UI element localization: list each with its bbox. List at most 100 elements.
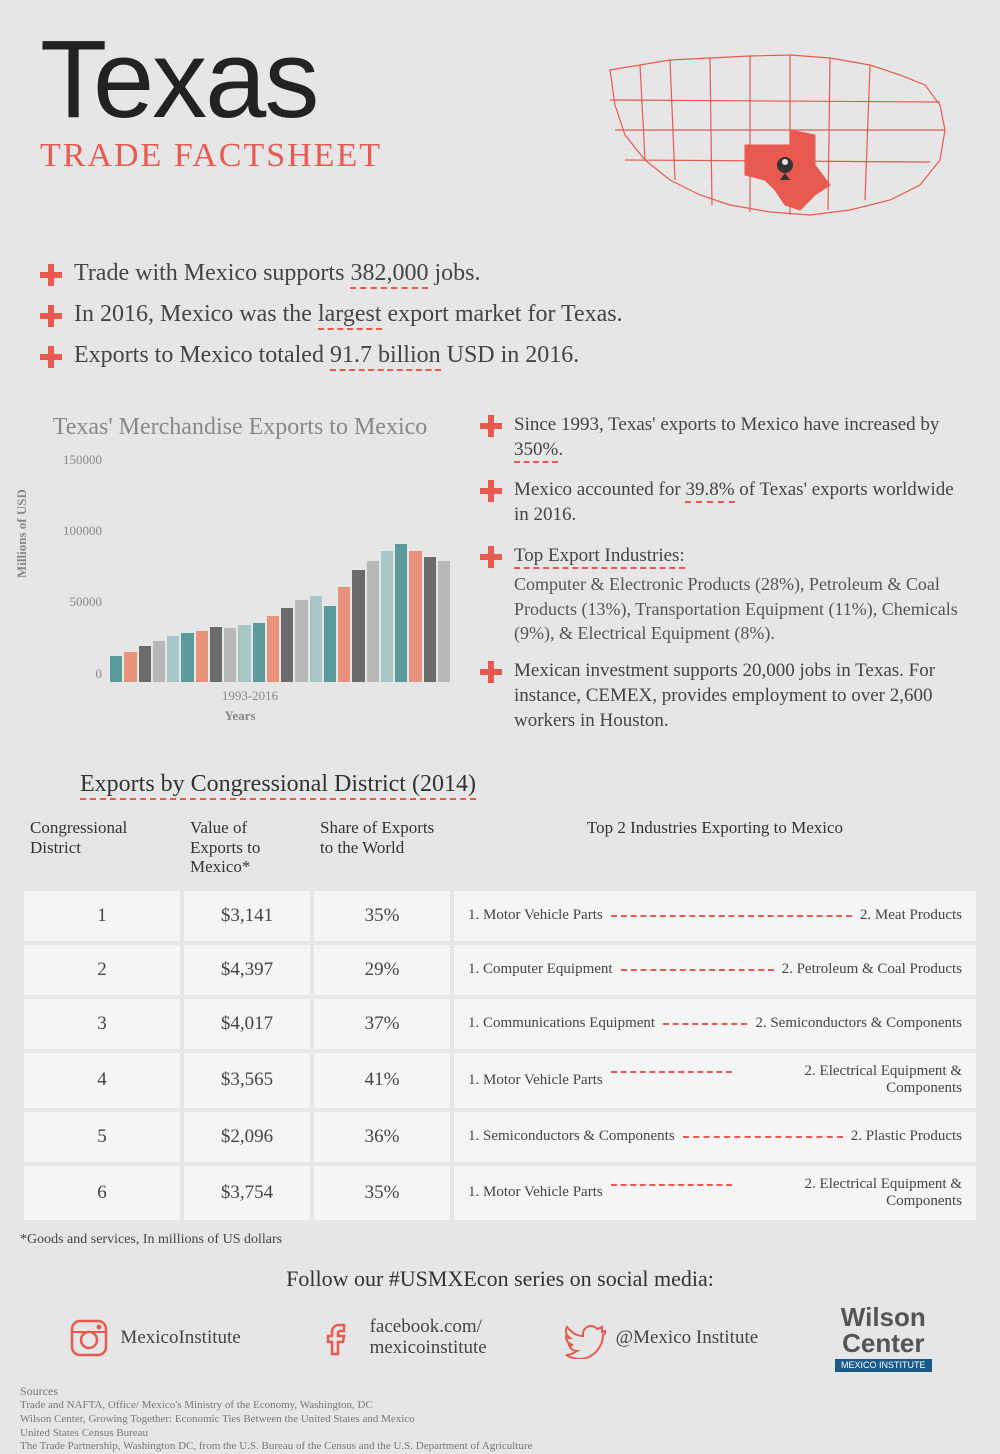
- district-cell: 1: [22, 889, 182, 943]
- fact-body: Computer & Electronic Products (28%), Pe…: [514, 572, 960, 645]
- bar: [238, 625, 250, 681]
- share-cell: 36%: [312, 1110, 452, 1164]
- bar: [181, 633, 193, 682]
- fact-header: Top Export Industries:: [514, 544, 685, 569]
- share-cell: 41%: [312, 1051, 452, 1110]
- fact-text: Trade with Mexico supports 382,000 jobs.: [74, 260, 480, 287]
- bar: [310, 596, 322, 681]
- bar: [424, 557, 436, 682]
- share-cell: 37%: [312, 997, 452, 1051]
- industries-cell: 1. Motor Vehicle Parts 2. Electrical Equ…: [452, 1164, 978, 1223]
- bar: [124, 652, 136, 682]
- value-cell: $3,565: [182, 1051, 312, 1110]
- share-cell: 35%: [312, 889, 452, 943]
- y-axis-label: Millions of USD: [14, 489, 30, 578]
- twitter-link[interactable]: @Mexico Institute: [564, 1317, 759, 1359]
- y-tick: 0: [52, 666, 102, 682]
- bar: [438, 561, 450, 682]
- bar: [110, 656, 122, 682]
- district-cell: 5: [22, 1110, 182, 1164]
- fact-row: Mexico accounted for 39.8% of Texas' exp…: [480, 478, 960, 527]
- bar: [267, 616, 279, 682]
- bar: [210, 627, 222, 682]
- fact-text: Exports to Mexico totaled 91.7 billion U…: [74, 342, 579, 369]
- source-line: United States Census Bureau: [20, 1427, 980, 1441]
- industries-cell: 1. Computer Equipment 2. Petroleum & Coa…: [452, 943, 978, 997]
- facebook-link[interactable]: facebook.com/ mexicoinstitute: [318, 1317, 487, 1359]
- plus-icon: [40, 305, 62, 327]
- value-cell: $4,017: [182, 997, 312, 1051]
- bar: [367, 561, 379, 682]
- share-cell: 29%: [312, 943, 452, 997]
- bar-chart: Texas' Merchandise Exports to Mexico Mil…: [20, 413, 460, 749]
- share-cell: 35%: [312, 1164, 452, 1223]
- bar: [324, 606, 336, 682]
- plus-icon: [480, 415, 502, 437]
- fact-text: Mexican investment supports 20,000 jobs …: [514, 659, 960, 733]
- social-row: MexicoInstitute facebook.com/ mexicoinst…: [0, 1304, 1000, 1372]
- bar: [153, 641, 165, 682]
- chart-title: Texas' Merchandise Exports to Mexico: [20, 413, 460, 442]
- fact-text: In 2016, Mexico was the largest export m…: [74, 301, 623, 328]
- source-line: Trade and NAFTA, Office/ Mexico's Minist…: [20, 1399, 980, 1413]
- plus-icon: [40, 264, 62, 286]
- table-header: Congressional District: [22, 808, 182, 889]
- main-title: Texas: [40, 30, 382, 129]
- bars-container: [110, 472, 450, 682]
- bar: [352, 570, 364, 682]
- instagram-handle: MexicoInstitute: [120, 1327, 240, 1349]
- bar: [224, 628, 236, 682]
- fact-row: In 2016, Mexico was the largest export m…: [40, 301, 960, 328]
- bar: [338, 587, 350, 682]
- instagram-link[interactable]: MexicoInstitute: [68, 1317, 240, 1359]
- table-row: 6 $3,754 35% 1. Motor Vehicle Parts 2. E…: [22, 1164, 978, 1223]
- table-row: 4 $3,565 41% 1. Motor Vehicle Parts 2. E…: [22, 1051, 978, 1110]
- title-block: Texas TRADE FACTSHEET: [40, 30, 382, 240]
- industries-cell: 1. Communications Equipment 2. Semicondu…: [452, 997, 978, 1051]
- table-title: Exports by Congressional District (2014): [80, 771, 476, 800]
- table-header: Value of Exports to Mexico*: [182, 808, 312, 889]
- bar: [139, 646, 151, 681]
- y-tick: 100000: [52, 523, 102, 539]
- industries-cell: 1. Motor Vehicle Parts 2. Meat Products: [452, 889, 978, 943]
- social-title: Follow our #USMXEcon series on social me…: [0, 1266, 1000, 1292]
- facebook-handle: facebook.com/ mexicoinstitute: [370, 1317, 487, 1359]
- bar: [409, 551, 421, 682]
- bar: [295, 600, 307, 681]
- plus-icon: [480, 546, 502, 568]
- fact-text: Since 1993, Texas' exports to Mexico hav…: [514, 413, 960, 462]
- table-row: 2 $4,397 29% 1. Computer Equipment 2. Pe…: [22, 943, 978, 997]
- bar: [196, 631, 208, 682]
- right-facts: Since 1993, Texas' exports to Mexico hav…: [480, 413, 960, 749]
- y-tick: 50000: [52, 594, 102, 610]
- fact-row: Mexican investment supports 20,000 jobs …: [480, 659, 960, 733]
- bar: [395, 544, 407, 682]
- fact-row: Top Export Industries:: [480, 544, 960, 569]
- bar: [167, 636, 179, 682]
- usa-map-icon: [590, 30, 960, 240]
- table-row: 1 $3,141 35% 1. Motor Vehicle Parts 2. M…: [22, 889, 978, 943]
- bar: [253, 623, 265, 682]
- districts-table: Congressional DistrictValue of Exports t…: [20, 808, 980, 1224]
- table-row: 5 $2,096 36% 1. Semiconductors & Compone…: [22, 1110, 978, 1164]
- table-footnote: *Goods and services, In millions of US d…: [20, 1232, 980, 1248]
- top-facts: Trade with Mexico supports 382,000 jobs.…: [0, 250, 1000, 403]
- plus-icon: [480, 480, 502, 502]
- table-header: Share of Exports to the World: [312, 808, 452, 889]
- industries-cell: 1. Motor Vehicle Parts 2. Electrical Equ…: [452, 1051, 978, 1110]
- bar: [281, 608, 293, 682]
- district-cell: 6: [22, 1164, 182, 1223]
- fact-row: Trade with Mexico supports 382,000 jobs.: [40, 260, 960, 287]
- y-ticks: 150000 100000 50000 0: [52, 452, 102, 712]
- source-line: Wilson Center, Growing Together: Economi…: [20, 1413, 980, 1427]
- instagram-icon: [68, 1317, 110, 1359]
- plus-icon: [40, 346, 62, 368]
- district-cell: 4: [22, 1051, 182, 1110]
- district-cell: 3: [22, 997, 182, 1051]
- value-cell: $2,096: [182, 1110, 312, 1164]
- fact-row: Since 1993, Texas' exports to Mexico hav…: [480, 413, 960, 462]
- y-tick: 150000: [52, 452, 102, 468]
- plus-icon: [480, 661, 502, 683]
- source-line: The Trade Partnership, Washington DC, fr…: [20, 1440, 980, 1454]
- subtitle: TRADE FACTSHEET: [40, 137, 382, 175]
